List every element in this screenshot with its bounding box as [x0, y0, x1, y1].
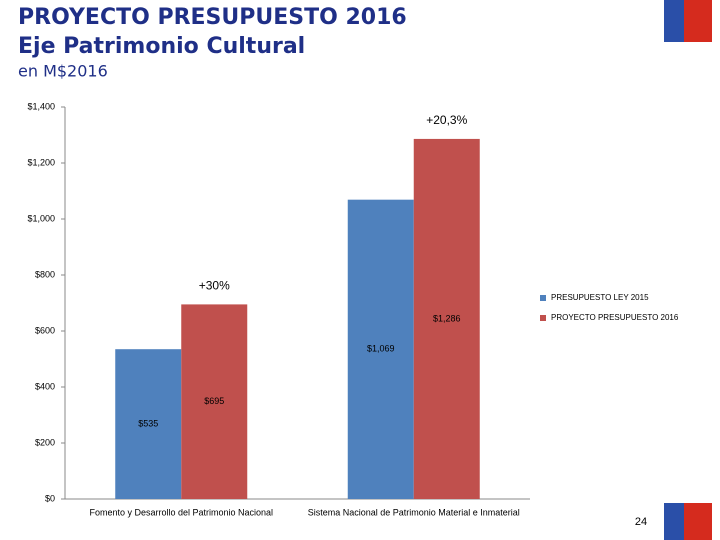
- legend-swatch: [540, 295, 546, 301]
- chart-title: PROYECTO PRESUPUESTO 2016: [18, 5, 407, 30]
- annotation: +20,3%: [426, 113, 467, 127]
- x-tick-label: Fomento y Desarrollo del Patrimonio Naci…: [89, 507, 273, 517]
- x-tick-label: Sistema Nacional de Patrimonio Material …: [308, 507, 520, 517]
- y-tick-label: $600: [35, 325, 55, 335]
- flag-red-bottom: [684, 503, 712, 540]
- value-label: $535: [138, 418, 158, 428]
- value-label: $695: [204, 396, 224, 406]
- bar: [413, 138, 480, 500]
- y-tick-label: $1,200: [27, 157, 55, 167]
- legend-label: PRESUPUESTO LEY 2015: [551, 293, 649, 302]
- legend-swatch: [540, 315, 546, 321]
- flag-blue-bottom: [664, 503, 684, 540]
- unit-note: en M$2016: [18, 62, 108, 81]
- flag-blue-top: [664, 0, 684, 42]
- flag-red-top: [684, 0, 712, 42]
- y-tick-label: $800: [35, 269, 55, 279]
- legend-label: PROYECTO PRESUPUESTO 2016: [551, 313, 679, 322]
- y-tick-label: $400: [35, 381, 55, 391]
- chart-subtitle: Eje Patrimonio Cultural: [18, 34, 305, 59]
- annotation: +30%: [199, 279, 230, 293]
- bar: [115, 349, 182, 499]
- page-number: 24: [635, 516, 647, 528]
- value-label: $1,286: [433, 313, 461, 323]
- y-tick-label: $1,400: [27, 101, 55, 111]
- bar: [181, 304, 248, 499]
- y-tick-label: $1,000: [27, 213, 55, 223]
- y-tick-label: $200: [35, 437, 55, 447]
- value-label: $1,069: [367, 344, 395, 354]
- y-tick-label: $0: [45, 493, 55, 503]
- bar: [347, 199, 414, 499]
